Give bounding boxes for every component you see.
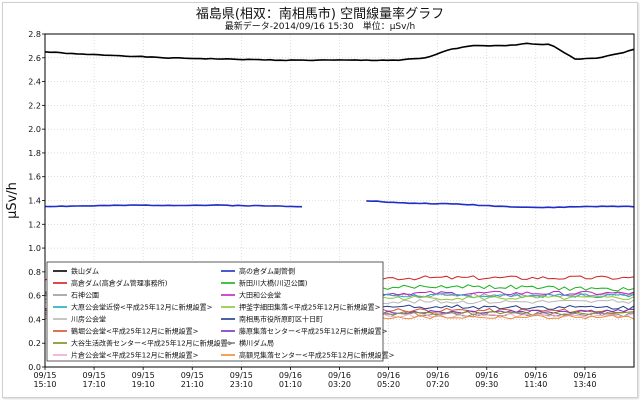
x-tick-date: 09/16 (328, 371, 351, 380)
legend-box (46, 261, 384, 362)
x-tick-time: 01:10 (279, 380, 302, 389)
y-tick-label: 0.2 (28, 339, 41, 348)
y-tick-label: 1.6 (28, 173, 41, 182)
y-tick-label: 1.2 (28, 220, 41, 229)
legend-label-15: 高額児集落センター<平成25年12月に新規設置> (239, 351, 395, 360)
legend-label-4: 石神公園 (71, 291, 99, 300)
x-tick-time: 11:40 (524, 380, 547, 389)
x-tick-time: 03:20 (328, 380, 351, 389)
x-tick-date: 09/16 (524, 371, 547, 380)
legend-label-0: 鉄山ダム (71, 267, 99, 276)
legend-label-3: 新田川大橋(川辺公園) (239, 279, 308, 288)
x-tick-date: 09/16 (475, 371, 498, 380)
legend-label-2: 高倉ダム(高倉ダム管理事務所) (71, 279, 168, 288)
x-tick-time: 09:30 (475, 380, 498, 389)
y-tick-label: 0.8 (28, 268, 41, 277)
y-tick-label: 0.0 (28, 363, 41, 372)
y-tick-label: 2.0 (28, 125, 41, 134)
x-tick-date: 09/16 (426, 371, 449, 380)
x-tick-time: 07:20 (426, 380, 449, 389)
y-axis-label: μSv/h (5, 182, 20, 219)
x-tick-time: 17:10 (83, 380, 106, 389)
series-line-1 (44, 200, 635, 209)
legend-label-10: 鶴堀公会堂<平成25年12月に新規設置> (71, 327, 199, 336)
plot-border (44, 33, 635, 368)
x-tick-date: 09/16 (573, 371, 596, 380)
x-tick-date: 09/16 (377, 371, 400, 380)
y-tick-label: 1.8 (28, 149, 41, 158)
legend-label-1: 高の倉ダム副管側 (239, 267, 295, 276)
chart-subtitle: 最新データ-2014/09/16 15:30 単位：μSv/h (224, 22, 416, 32)
y-tick-label: 0.6 (28, 292, 41, 301)
x-tick-date: 09/15 (33, 371, 56, 380)
legend-label-14: 片倉公会堂<平成25年12月に新規設置> (71, 351, 199, 360)
x-tick-time: 05:20 (377, 380, 400, 389)
x-tick-time: 19:10 (132, 380, 155, 389)
y-tick-label: 1.4 (28, 197, 41, 206)
y-tick-label: 0.4 (28, 315, 41, 324)
x-tick-time: 21:10 (181, 380, 204, 389)
legend-label-11: 藤原集落センター<平成25年12月に新規設置> (239, 327, 388, 336)
x-tick-time: 15:10 (33, 380, 56, 389)
legend-label-5: 大田和公会堂 (239, 291, 281, 300)
x-tick-time: 13:40 (573, 380, 596, 389)
x-tick-date: 09/15 (83, 371, 106, 380)
y-tick-label: 2.6 (28, 54, 41, 63)
series-line-0 (44, 42, 635, 62)
chart-title: 福島県(相双：南相馬市) 空間線量率グラフ (195, 7, 445, 22)
x-axis-ticks: 09/1515:1009/1517:1009/1519:1009/1521:10… (33, 367, 596, 389)
y-tick-label: 2.8 (28, 30, 41, 39)
legend-label-7: 押釜字細田集落<平成25年12月に新規設置> (239, 303, 381, 312)
legend-label-13: 横川ダム局 (239, 339, 274, 348)
legend-label-6: 大原公会堂近傍<平成25年12月に新規設置> (71, 303, 213, 312)
legend-label-9: 南相馬市役所原町区十日町 (239, 315, 323, 324)
legend-label-8: 川房公会堂 (71, 315, 106, 324)
x-tick-date: 09/15 (132, 371, 155, 380)
x-tick-date: 09/16 (279, 371, 302, 380)
y-tick-label: 2.4 (28, 78, 41, 87)
y-axis-ticks: 0.0 0.2 0.4 0.6 0.8 1.0 1.2 1.4 1.6 1.8 2.0 2.2 2.4 2… (28, 30, 45, 372)
x-tick-date: 09/15 (230, 371, 253, 380)
y-tick-label: 1.0 (28, 244, 41, 253)
y-tick-label: 2.2 (28, 101, 41, 110)
legend-label-12: 大谷生活改善センター<平成25年12月に新規設置> (71, 339, 234, 348)
x-tick-time: 23:10 (230, 380, 253, 389)
x-tick-date: 09/15 (181, 371, 204, 380)
